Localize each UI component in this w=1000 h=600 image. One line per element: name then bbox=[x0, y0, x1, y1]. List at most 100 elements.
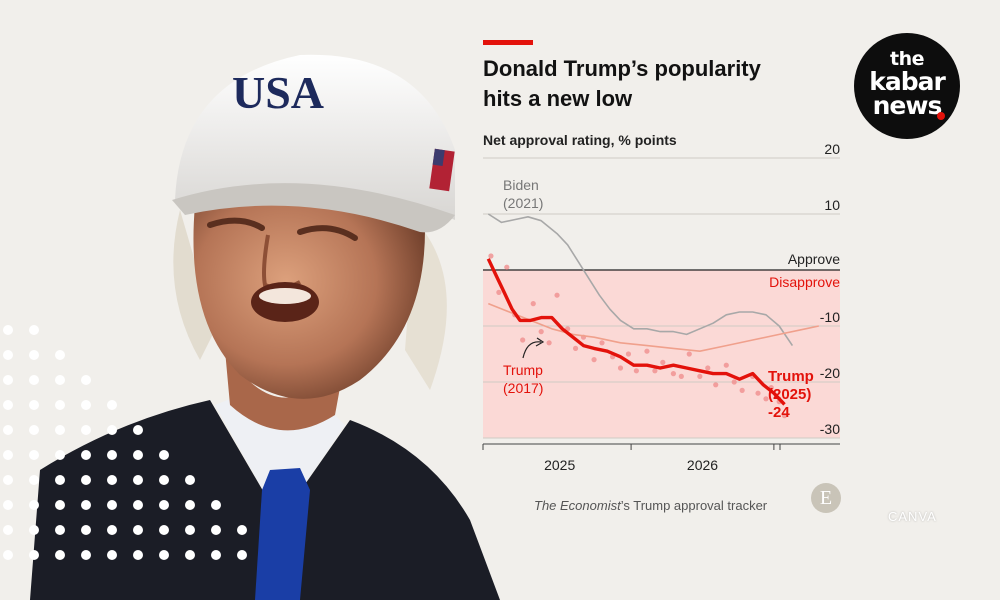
decor-dot bbox=[3, 325, 13, 335]
trump2025-label: Trump bbox=[768, 368, 814, 385]
poll-point bbox=[591, 357, 597, 363]
decor-dot bbox=[237, 550, 247, 560]
decor-dot bbox=[55, 350, 65, 360]
decor-dot bbox=[107, 475, 117, 485]
decor-dot bbox=[55, 425, 65, 435]
decor-dot bbox=[29, 400, 39, 410]
logo-line-the: the bbox=[890, 48, 925, 70]
y-tick-label: -20 bbox=[820, 365, 840, 381]
economist-mark: E bbox=[811, 483, 841, 513]
y-tick-label: 20 bbox=[824, 141, 840, 157]
decor-dot bbox=[81, 425, 91, 435]
decor-dot bbox=[3, 400, 13, 410]
decor-dot bbox=[3, 500, 13, 510]
x-tick-label: 2026 bbox=[687, 457, 718, 473]
poll-point bbox=[633, 368, 639, 374]
y-tick-label: 10 bbox=[824, 197, 840, 213]
poll-point bbox=[781, 413, 788, 419]
decor-dot bbox=[29, 375, 39, 385]
decor-dot bbox=[55, 375, 65, 385]
decor-dot bbox=[133, 500, 143, 510]
decor-dot bbox=[133, 475, 143, 485]
decor-dot bbox=[133, 550, 143, 560]
logo-line-news: news bbox=[872, 91, 943, 120]
poll-point bbox=[723, 362, 729, 368]
approval-chart: 20 10 -10 -20 -30 Approve Disapprove 2025 2026 Bi… bbox=[482, 141, 840, 473]
trump2025-label: -24 bbox=[768, 404, 790, 421]
decor-dot bbox=[107, 525, 117, 535]
decor-dot bbox=[29, 525, 39, 535]
decor-dot bbox=[81, 525, 91, 535]
biden-label: Biden bbox=[503, 177, 539, 193]
approve-label: Approve bbox=[788, 251, 840, 267]
decor-dot bbox=[185, 475, 195, 485]
decor-dot bbox=[55, 500, 65, 510]
decor-dot bbox=[3, 525, 13, 535]
decor-dot bbox=[185, 500, 195, 510]
series-line bbox=[487, 213, 794, 347]
decor-dot bbox=[81, 400, 91, 410]
disapprove-shade bbox=[483, 270, 840, 438]
chart-title: Donald Trump’s popularity hits a new low bbox=[483, 56, 761, 111]
poll-point bbox=[652, 368, 658, 374]
decor-dot bbox=[237, 525, 247, 535]
decor-dot bbox=[107, 400, 117, 410]
disapprove-label: Disapprove bbox=[769, 274, 840, 290]
trump2017-pointer bbox=[522, 341, 542, 359]
poll-point bbox=[520, 337, 526, 343]
decor-dot bbox=[29, 550, 39, 560]
poll-point bbox=[755, 390, 761, 396]
poll-point bbox=[678, 373, 684, 379]
decor-dot bbox=[81, 450, 91, 460]
y-tick-label: -30 bbox=[820, 421, 840, 437]
decor-dot bbox=[159, 450, 169, 460]
poll-point bbox=[731, 379, 737, 385]
decor-dot bbox=[159, 525, 169, 535]
decor-dot bbox=[133, 450, 143, 460]
kabarnews-logo: the kabar news bbox=[854, 33, 960, 139]
decor-dot bbox=[29, 350, 39, 360]
decor-dot bbox=[55, 550, 65, 560]
poll-point bbox=[763, 396, 769, 402]
x-tick-label: 2025 bbox=[544, 457, 575, 473]
poll-point bbox=[546, 340, 552, 346]
poll-point bbox=[670, 371, 676, 377]
decor-dot bbox=[81, 500, 91, 510]
poll-point bbox=[625, 351, 632, 357]
decor-dot bbox=[185, 550, 195, 560]
decor-dot bbox=[29, 425, 39, 435]
poll-point bbox=[572, 345, 579, 351]
poll-point bbox=[599, 340, 605, 346]
trump2017-label: (2017) bbox=[503, 380, 543, 396]
decor-dot bbox=[29, 450, 39, 460]
decor-dot bbox=[107, 500, 117, 510]
poll-point bbox=[705, 365, 711, 371]
source-rest: ’s Trump approval tracker bbox=[620, 498, 768, 513]
poll-point bbox=[697, 373, 703, 379]
poll-point bbox=[686, 351, 692, 357]
decor-dot bbox=[55, 450, 65, 460]
poll-point bbox=[496, 289, 502, 295]
series-line bbox=[488, 302, 819, 352]
canva-watermark: CANVA bbox=[888, 509, 937, 524]
trump2025-label: (2025) bbox=[768, 386, 811, 403]
decor-dot bbox=[3, 550, 13, 560]
poll-point bbox=[713, 382, 719, 388]
poll-point bbox=[554, 292, 560, 298]
decor-dot bbox=[81, 475, 91, 485]
decor-dot bbox=[29, 325, 39, 335]
decor-dot bbox=[3, 350, 13, 360]
decor-dot bbox=[159, 475, 169, 485]
series-line bbox=[486, 258, 786, 406]
decor-dot bbox=[3, 475, 13, 485]
decor-dot bbox=[107, 550, 117, 560]
decor-dot bbox=[107, 450, 117, 460]
decor-dot bbox=[3, 450, 13, 460]
decor-dot bbox=[107, 425, 117, 435]
biden-label: (2021) bbox=[503, 195, 543, 211]
decor-dot bbox=[159, 500, 169, 510]
decor-dot bbox=[81, 375, 91, 385]
decor-dot bbox=[29, 500, 39, 510]
decor-dot bbox=[211, 525, 221, 535]
decor-dot bbox=[55, 400, 65, 410]
